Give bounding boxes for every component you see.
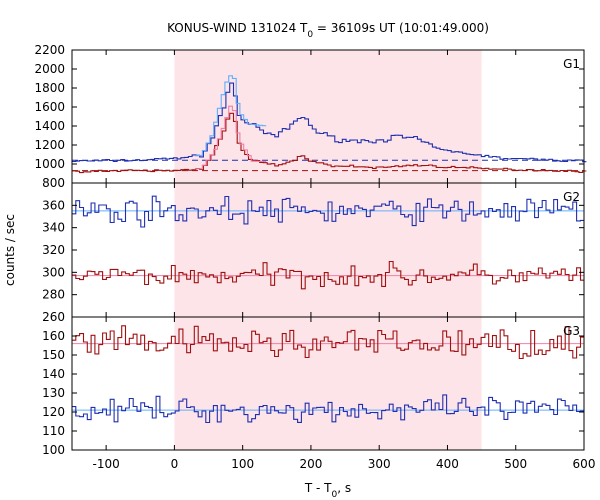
x-tick-label: -100	[93, 457, 120, 471]
chart-title: KONUS-WIND 131024 T0 = 36109s UT (10:01:…	[167, 21, 489, 40]
x-tick-label: 0	[171, 457, 179, 471]
y-tick-label: 2200	[34, 43, 65, 57]
data-series-layer	[72, 75, 587, 424]
y-tick-label: 160	[42, 329, 65, 343]
y-tick-label: 1400	[34, 119, 65, 133]
panel-frame-g3	[71, 316, 585, 451]
y-tick-label: 1000	[34, 157, 65, 171]
y-axis-title: counts / sec	[3, 214, 17, 286]
y-tick-label: 1200	[34, 138, 65, 152]
x-tick-label: 300	[368, 457, 391, 471]
series-g2-blue	[72, 195, 584, 228]
y-tick-label: 130	[42, 386, 65, 400]
series-g3-blue	[72, 394, 584, 424]
axis-ticks	[72, 49, 585, 451]
y-tick-label: 300	[42, 265, 65, 279]
x-tick-label: 400	[436, 457, 459, 471]
y-tick-label: 320	[42, 243, 65, 257]
xlabel-suffix: , s	[337, 481, 351, 495]
highlight-band-layer	[174, 50, 482, 450]
title-prefix: KONUS-WIND 131024 T	[167, 21, 308, 35]
y-tick-label: 2000	[34, 62, 65, 76]
y-tick-label: 140	[42, 367, 65, 381]
y-tick-label: 120	[42, 405, 65, 419]
y-tick-label: 260	[42, 310, 65, 324]
x-tick-label: 200	[299, 457, 322, 471]
x-tick-label: 100	[231, 457, 254, 471]
series-g2-red	[72, 260, 584, 290]
xlabel-prefix: T - T	[304, 481, 332, 495]
y-tick-label: 1800	[34, 81, 65, 95]
series-g1-pink	[194, 105, 267, 170]
y-tick-label: 1600	[34, 100, 65, 114]
highlight-interval-band	[174, 50, 482, 450]
x-tick-label: 500	[504, 457, 527, 471]
xlabel-subscript: 0	[332, 490, 338, 500]
title-suffix: = 36109s UT (10:01:49.000)	[313, 21, 489, 35]
y-tick-label: 340	[42, 221, 65, 235]
series-g1-blue	[72, 82, 587, 163]
series-g3-red	[72, 325, 584, 360]
y-tick-label: 360	[42, 198, 65, 212]
panel-label-g1: G1	[563, 57, 580, 71]
y-tick-label: 800	[42, 176, 65, 190]
x-axis-title: T - T0, s	[304, 481, 351, 500]
y-tick-label: 150	[42, 348, 65, 362]
panel-label-g2: G2	[563, 190, 580, 204]
y-tick-label: 110	[42, 424, 65, 438]
panel-label-g3: G3	[563, 324, 580, 338]
y-tick-label: 280	[42, 288, 65, 302]
series-g1-light_blue	[194, 75, 267, 157]
y-tick-label: 100	[42, 443, 65, 457]
x-tick-label: 600	[573, 457, 596, 471]
series-g1-red	[72, 112, 587, 174]
title-subscript: 0	[307, 30, 313, 40]
tick-labels: 8001000120014001600180020002200G12602803…	[34, 43, 595, 471]
background-fit-lines	[72, 159, 584, 411]
